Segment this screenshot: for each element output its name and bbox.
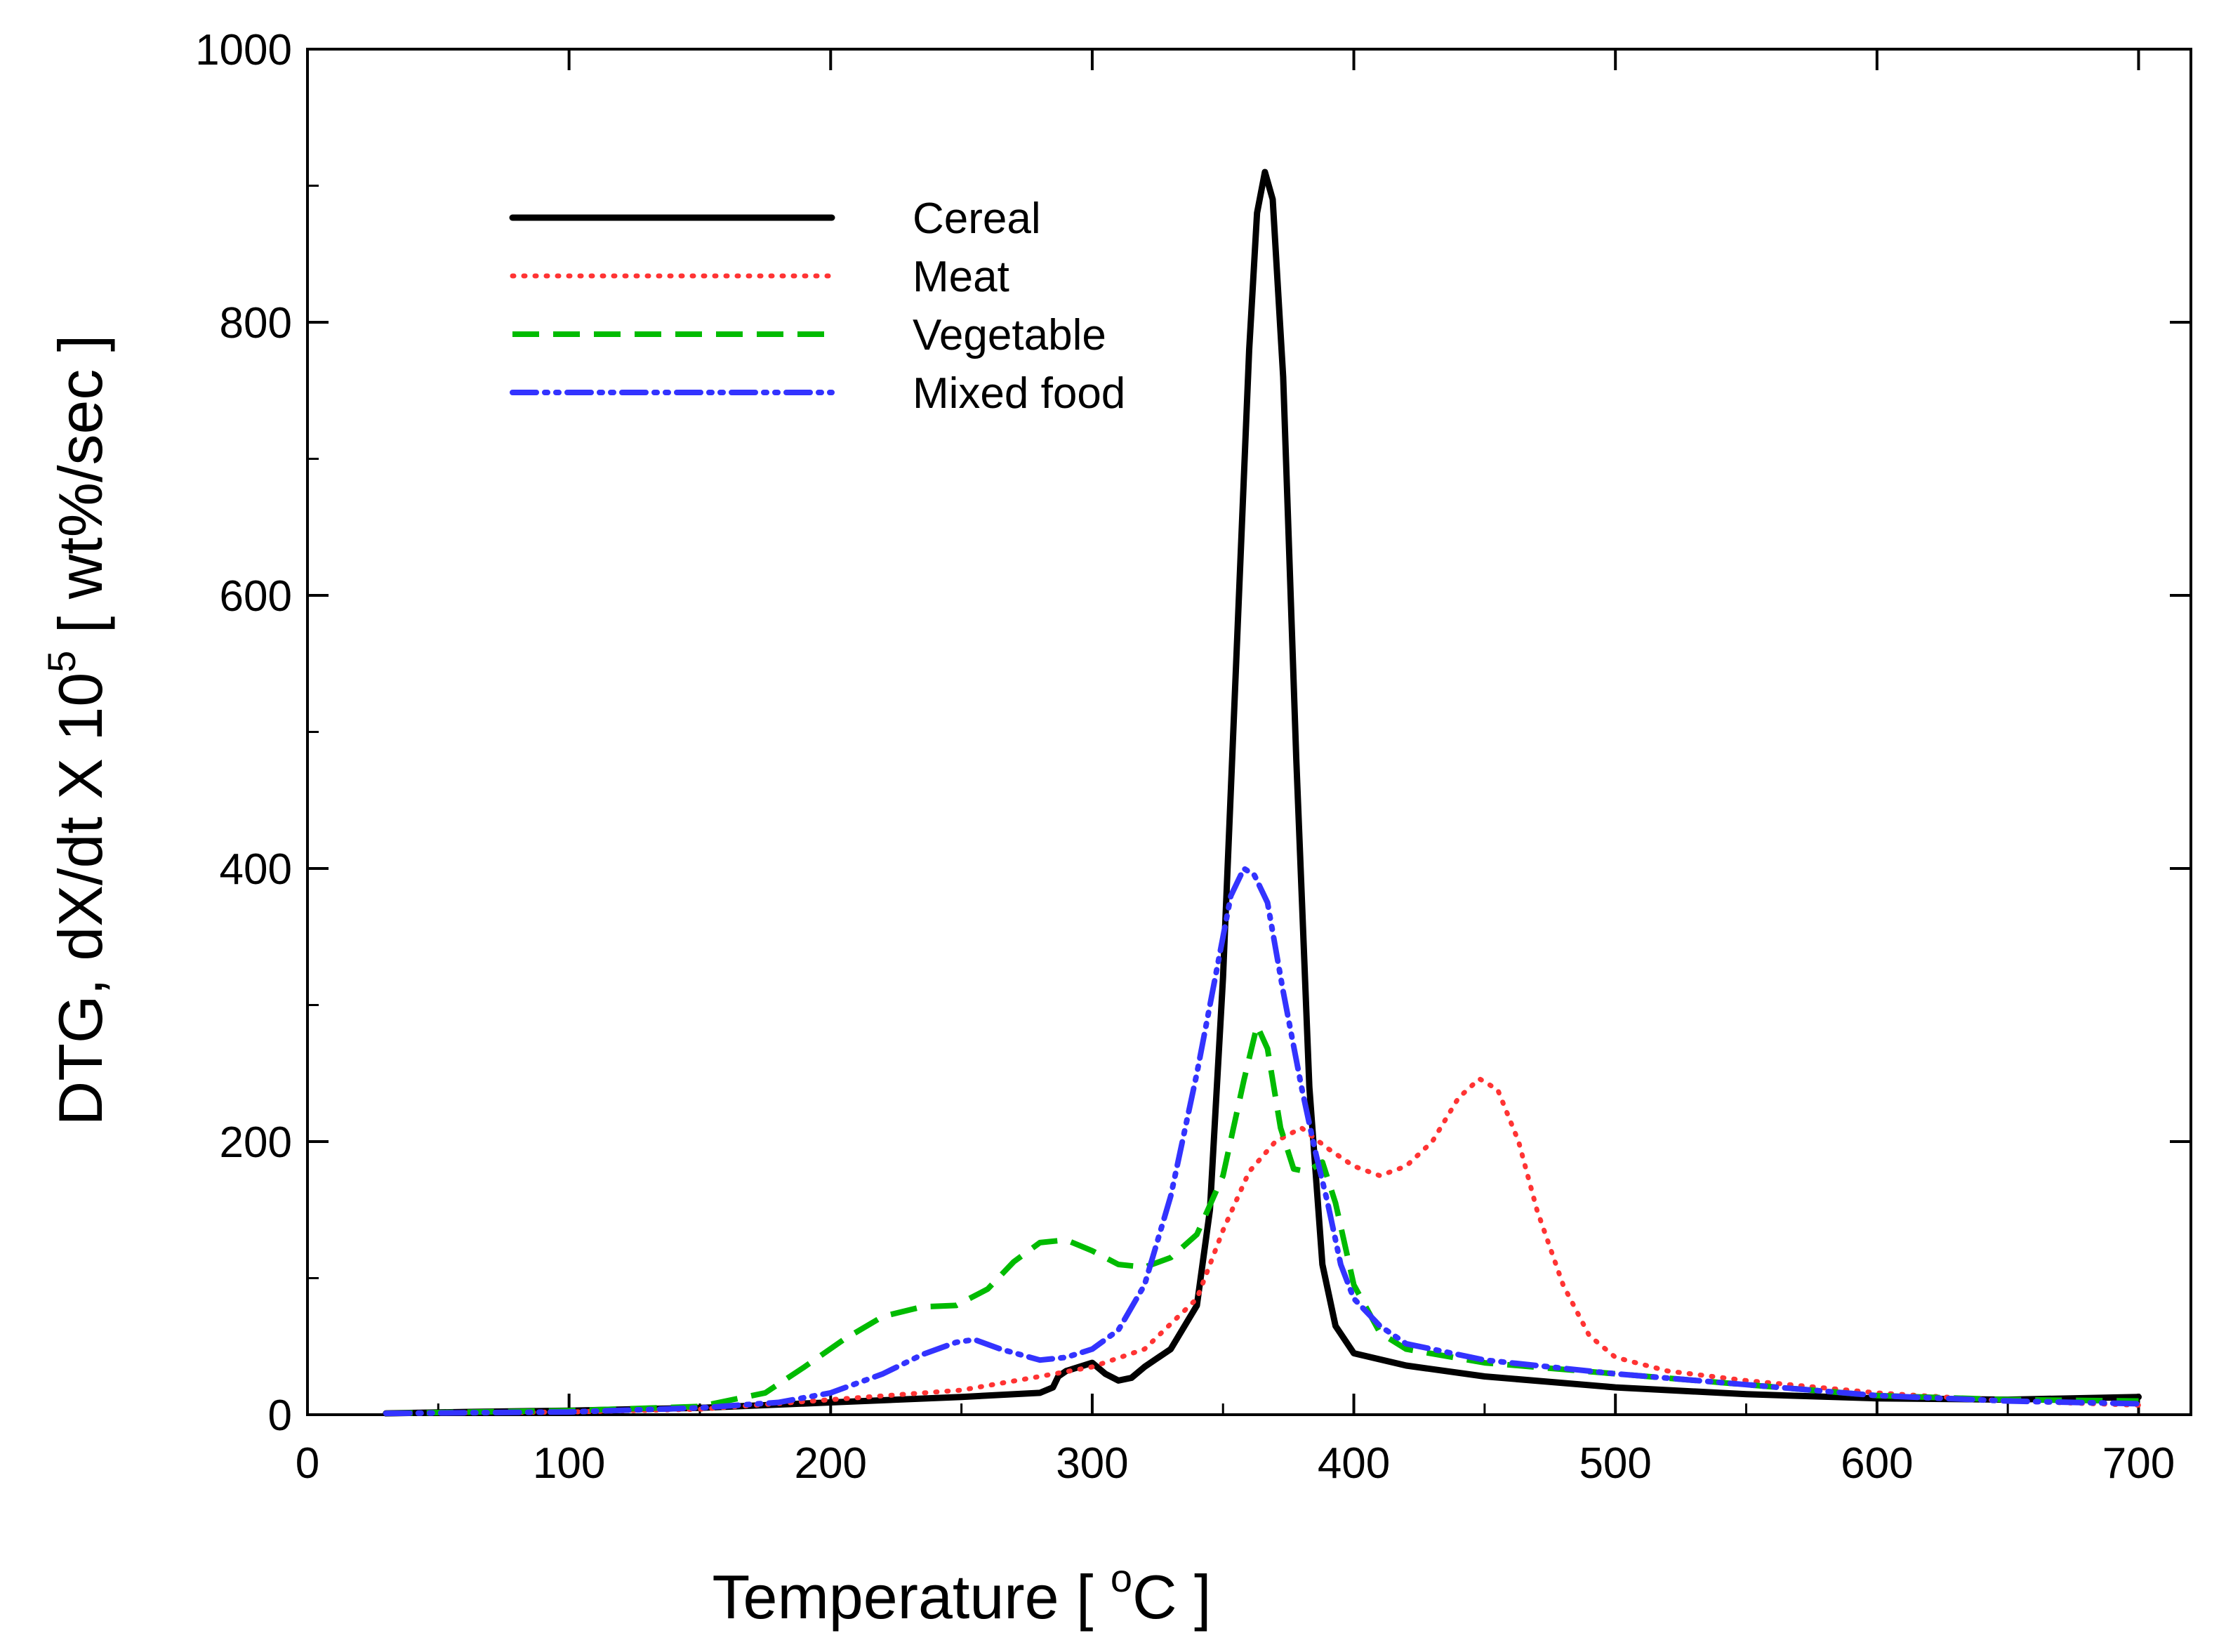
legend-label: Meat — [913, 253, 1009, 301]
x-axis-title: Temperature [ oC ] — [713, 1556, 1212, 1632]
x-tick-label: 200 — [795, 1439, 867, 1488]
y-tick-label: 800 — [220, 299, 292, 348]
legend-label: Vegetable — [913, 311, 1106, 359]
legend-label: Cereal — [913, 194, 1041, 243]
axis-ticks: 0 100 200 300 400 500 600 700 0 200 400 600 800 1000 — [195, 26, 2191, 1488]
y-tick-label: 400 — [220, 845, 292, 894]
series-line-vegetable — [385, 1022, 2139, 1417]
legend-label: Mixed food — [913, 369, 1125, 418]
series-line-mixed-food — [383, 866, 2142, 1417]
series-layer — [383, 168, 2142, 1417]
x-tick-label: 600 — [1841, 1439, 1913, 1488]
y-tick-label: 0 — [268, 1392, 292, 1440]
y-tick-label: 600 — [220, 572, 292, 621]
x-tick-label: 500 — [1579, 1439, 1651, 1488]
x-tick-label: 700 — [2102, 1439, 2175, 1488]
x-tick-label: 0 — [296, 1439, 319, 1488]
x-tick-label: 100 — [533, 1439, 605, 1488]
x-tick-label: 300 — [1056, 1439, 1128, 1488]
y-tick-label: 200 — [220, 1118, 292, 1167]
y-tick-label: 1000 — [195, 26, 292, 74]
y-axis-title: DTG, dX/dt X 105 [ wt%/sec ] — [39, 335, 115, 1126]
x-tick-label: 400 — [1318, 1439, 1390, 1488]
series-line-meat — [383, 1076, 2141, 1416]
legend: Cereal Meat Vegetable Mixed food — [509, 194, 1125, 418]
plot-frame — [306, 48, 2192, 1416]
series-line-cereal — [383, 168, 2142, 1417]
